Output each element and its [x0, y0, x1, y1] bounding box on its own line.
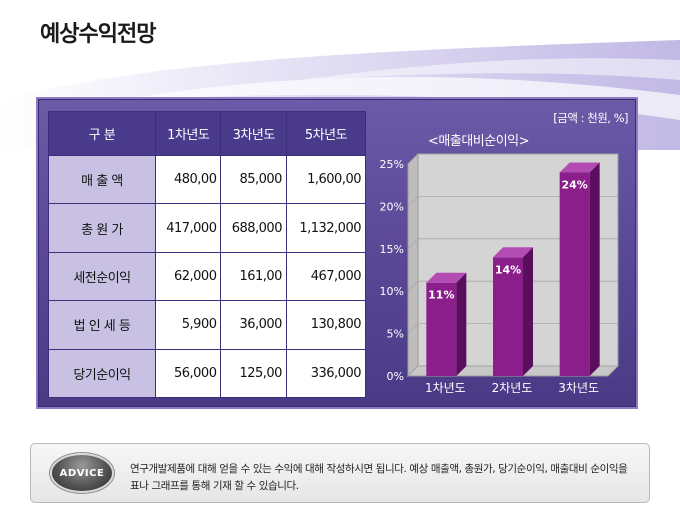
x-tick-label: 3차년도: [558, 381, 599, 395]
y-tick-label: 15%: [380, 243, 404, 256]
column-header: 구 분: [48, 111, 156, 156]
y-tick-label: 20%: [380, 200, 404, 213]
bar-chart: 0% 5% 10% 15% 20% 25% 11% 1차년도 14% 2차년도 24% 3차년도: [380, 152, 620, 395]
y-tick-label: 5%: [387, 328, 404, 341]
bar: [426, 282, 457, 376]
x-tick-label: 2차년도: [492, 381, 533, 395]
gridline: [407, 365, 419, 377]
column-header: 1차년도: [154, 111, 222, 156]
row-label: 총 원 가: [48, 203, 156, 253]
table-cell: 5,900: [154, 300, 222, 350]
gridline: [407, 323, 419, 334]
bar-top: [559, 162, 600, 173]
row-label: 매 출 액: [48, 154, 156, 205]
table-cell: 1,132,000: [285, 203, 367, 253]
x-tick-label: 1차년도: [425, 381, 466, 395]
table-cell: 56,000: [154, 348, 222, 399]
bar: [559, 172, 590, 376]
table-cell: 125,00: [220, 348, 287, 399]
revenue-table: 구 분 1차년도 3차년도 5차년도 매 출 액 480,00 85,000 1…: [48, 111, 367, 399]
table-cell: 1,600,00: [285, 154, 367, 205]
data-label: 24%: [561, 178, 587, 191]
table-row: 매 출 액 480,00 85,000 1,600,00: [48, 154, 367, 205]
table-row: 법 인 세 등 5,900 36,000 130,800: [48, 300, 367, 350]
table-cell: 417,000: [154, 203, 222, 253]
gridline: [407, 196, 419, 207]
column-header: 5차년도: [285, 111, 367, 156]
bar-side: [589, 162, 600, 376]
gridline: [407, 280, 419, 292]
table-cell: 36,000: [220, 300, 287, 350]
table-cell: 480,00: [154, 154, 222, 205]
y-tick-label: 0%: [387, 370, 404, 383]
advice-text: 연구개발제품에 대해 얻을 수 있는 수익에 대해 작성하시면 됩니다. 예상 …: [130, 463, 628, 492]
data-label: 14%: [495, 263, 521, 276]
gridline: [407, 153, 419, 165]
page-title: 예상수익전망: [40, 22, 156, 47]
bar-side: [523, 247, 533, 376]
bar-top: [493, 247, 533, 258]
table-cell: 85,000: [220, 154, 287, 205]
advice-box: [30, 443, 650, 503]
advice-badge-label: ADVICE: [59, 467, 105, 479]
chart-title: <매출대비순이익>: [428, 134, 530, 149]
unit-note: [금액 : 천원, %]: [553, 111, 628, 125]
bar-side: [456, 272, 467, 376]
table-row: 당기순이익 56,000 125,00 336,000: [48, 348, 367, 399]
y-tick-label: 25%: [380, 158, 404, 171]
bar: [493, 257, 523, 376]
column-header: 3차년도: [220, 111, 287, 156]
row-label: 당기순이익: [48, 348, 156, 399]
chart-side-wall: [407, 152, 419, 378]
table-header-row: 구 분 1차년도 3차년도 5차년도: [48, 111, 367, 156]
advice-badge: ADVICE: [50, 453, 114, 493]
table-cell: 336,000: [285, 348, 367, 399]
table-row: 총 원 가 417,000 688,000 1,132,000: [48, 203, 367, 253]
gridline: [407, 238, 419, 250]
y-tick-label: 10%: [380, 285, 404, 298]
row-label: 법 인 세 등: [48, 300, 156, 350]
table-cell: 467,000: [285, 251, 367, 302]
data-label: 11%: [428, 289, 454, 302]
table-cell: 62,000: [154, 251, 222, 302]
table-row: 세전순이익 62,000 161,00 467,000: [48, 251, 367, 302]
table-cell: 688,000: [220, 203, 287, 253]
table-cell: 161,00: [220, 251, 287, 302]
table-cell: 130,800: [285, 300, 367, 350]
bar-top: [426, 272, 467, 283]
row-label: 세전순이익: [48, 251, 156, 302]
